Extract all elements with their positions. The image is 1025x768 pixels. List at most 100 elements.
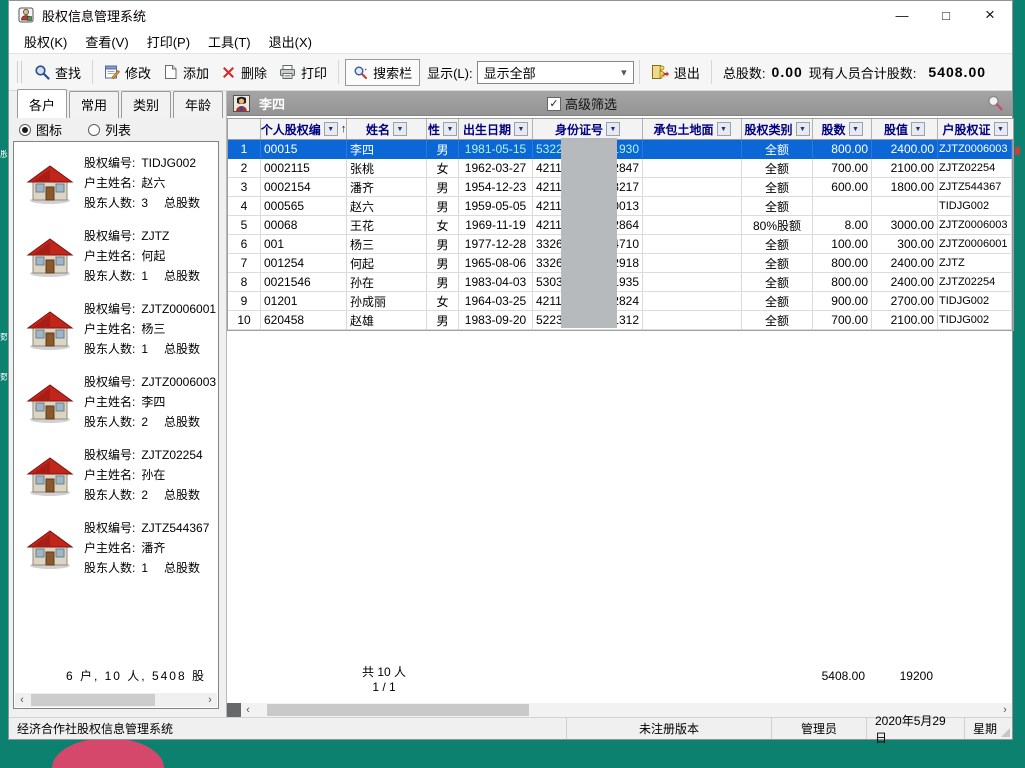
cell-name: 杨三 [347,235,427,254]
maximize-button[interactable]: □ [942,7,950,23]
cell-num: 6 [228,235,261,254]
display-select[interactable]: 显示全部 ▾ [476,60,634,84]
column-header-personal_code[interactable]: 个人股权编 ▼ ↑ [261,119,347,139]
table-row[interactable]: 1 00015 李四男 1981-05-15 53222 1930 全额 800.00 2400… [228,140,1013,159]
house-icon [26,164,74,204]
household-text: 股权编号: ZJTZ02254 户主姓名: 孙在 股东人数: 2 总股数 [84,445,218,505]
sidebar-tab[interactable]: 年龄 [173,91,224,118]
scroll-right-icon[interactable]: › [208,694,212,706]
toolbar-grip[interactable] [17,61,22,83]
filter-icon[interactable]: ▼ [716,122,731,136]
household-item[interactable]: 股权编号: ZJTZ0006003 户主姓名: 李四 股东人数: 2 总股数 [14,365,218,438]
minimize-button[interactable]: — [895,7,909,23]
cell-gender: 男 [427,311,459,330]
scroll-left-icon[interactable]: ‹ [246,704,250,716]
owner-value: 李四 [141,394,166,409]
menu-item-4[interactable]: 工具(T) [208,34,251,50]
scrollbar-corner [227,703,241,717]
main-hscrollbar[interactable]: ‹ › [227,703,1012,717]
column-header-rownum[interactable] [228,119,261,139]
household-item[interactable]: 股权编号: TIDJG002 户主姓名: 赵六 股东人数: 3 总股数 [14,146,218,219]
advanced-filter-checkbox[interactable]: ✓ 高级筛选 [547,94,617,113]
id-left-fragment: 42112 [536,218,569,232]
table-row[interactable]: 2 0002115 张桃女 1962-03-27 42112 2847 全额 700.00 21… [228,159,1013,178]
main-scroll-thumb[interactable] [267,704,529,716]
table-row[interactable]: 9 01201 孙成丽女 1964-03-25 42112 2824 全额 900.00 270… [228,292,1013,311]
id-right-fragment: 2864 [612,218,639,232]
add-button[interactable]: 添加 [158,60,214,85]
sidebar-tab[interactable]: 常用 [69,91,120,118]
filter-icon[interactable]: ▼ [393,122,407,136]
household-item[interactable]: 股权编号: ZJTZ02254 户主姓名: 孙在 股东人数: 2 总股数 [14,438,218,511]
current-total-value: 5408.00 [928,64,987,80]
id-right-fragment: 4710 [612,237,639,251]
sidebar-tab[interactable]: 各户 [17,89,68,118]
scroll-left-icon[interactable]: ‹ [20,694,24,706]
cell-code: 001254 [261,254,347,273]
delete-button[interactable]: 删除 [216,60,272,85]
cell-num: 4 [228,197,261,216]
cell-birth: 1954-12-23 [459,178,533,197]
menu-item-2[interactable]: 查看(V) [85,34,129,50]
column-header-name[interactable]: 姓名 ▼ [347,119,427,139]
code-value: ZJTZ544367 [141,520,210,535]
close-button[interactable]: × [985,5,995,24]
menu-item-5[interactable]: 退出(X) [268,34,312,50]
table-row[interactable]: 6 001 杨三男 1977-12-28 33260 4710 全额 100.00 300.00… [228,235,1013,254]
household-item[interactable]: 股权编号: ZJTZ544367 户主姓名: 潘齐 股东人数: 1 总股数 [14,511,218,584]
filter-icon[interactable]: ▼ [606,122,620,136]
household-item[interactable]: 股权编号: ZJTZ 户主姓名: 何起 股东人数: 1 总股数 [14,219,218,292]
table-row[interactable]: 4 000565 赵六男 1959-05-05 42112 0013 全额 TIDJG002 [228,197,1013,216]
sidebar-tab[interactable]: 类别 [121,91,172,118]
menu-item-3[interactable]: 打印(P) [146,34,191,50]
radio-list-view[interactable]: 列表 [88,120,131,139]
cell-code: 00015 [261,140,347,159]
filter-icon[interactable]: ▼ [514,122,528,136]
sidebar-hscrollbar[interactable]: ‹ › [15,693,217,707]
total-label: 总股数 [164,268,201,283]
status-bar: 经济合作社股权信息管理系统 未注册版本 管理员 2020年5月29日 星期 [9,714,1012,745]
table-row[interactable]: 8 0021546 孙在男 1983-04-03 53032 1935 全额 800.00 24… [228,273,1013,292]
column-header-household_cert[interactable]: 户股权证 ▼ [938,119,1012,139]
searchbar-toggle-button[interactable]: 搜索栏 [345,58,421,86]
table-row[interactable]: 3 0002154 潘齐男 1954-12-23 42112 3217 全额 600.00 18… [228,178,1013,197]
main-scroll-track[interactable] [255,703,998,717]
column-header-shares[interactable]: 股数 ▼ [813,119,872,139]
modify-button[interactable]: 修改 [99,60,156,85]
column-header-share_type[interactable]: 股权类别 ▼ [742,119,813,139]
filter-icon[interactable]: ▼ [911,122,925,136]
find-button[interactable]: 查找 [29,60,86,85]
filter-icon[interactable]: ▼ [993,122,1008,136]
table-row[interactable]: 10 620458 赵雄男 1983-09-20 52232 1312 全额 700.00 21… [228,311,1013,330]
magnifier-icon[interactable] [986,94,1004,112]
sidebar-scroll-track[interactable] [29,693,203,707]
resize-grip[interactable] [1001,728,1010,737]
cell-cert: ZJTZ544367 [938,178,1012,197]
filter-icon[interactable]: ▼ [323,122,338,136]
filter-icon[interactable]: ▼ [443,122,457,136]
table-row[interactable]: 7 001254 何起男 1965-08-06 33262 2918 全额 800.00 240… [228,254,1013,273]
code-label: 股权编号: [84,447,136,462]
cell-num: 1 [228,140,261,159]
column-header-land_area[interactable]: 承包土地面 ▼ [643,119,742,139]
filter-icon[interactable]: ▼ [795,122,810,136]
menu-item-1[interactable]: 股权(K) [24,34,68,50]
column-header-birthdate[interactable]: 出生日期 ▼ [459,119,533,139]
column-header-gender[interactable]: 性 ▼ [427,119,459,139]
cell-cert: ZJTZ0006003 [938,216,1012,235]
radio-icon-view[interactable]: 图标 [19,120,62,139]
column-header-id_number[interactable]: 身份证号 ▼ [533,119,643,139]
household-text: 股权编号: TIDJG002 户主姓名: 赵六 股东人数: 3 总股数 [84,153,218,213]
filter-icon[interactable]: ▼ [848,122,863,136]
exit-button[interactable]: 退出 [646,60,705,85]
column-header-share_value[interactable]: 股值 ▼ [872,119,938,139]
scroll-right-icon[interactable]: › [1003,704,1007,716]
sidebar-scroll-thumb[interactable] [31,694,155,706]
table-row[interactable]: 5 00068 王花女 1969-11-19 42112 2864 80%股额 8.00 300… [228,216,1013,235]
sidebar-tabs: 各户 常用 类别 年龄 [17,89,225,118]
print-button[interactable]: 打印 [274,60,332,85]
household-item[interactable]: 股权编号: ZJTZ0006001 户主姓名: 杨三 股东人数: 1 总股数 [14,292,218,365]
cell-shares: 700.00 [813,311,872,330]
cell-type: 全额 [742,235,813,254]
status-user: 管理员 [771,718,866,739]
